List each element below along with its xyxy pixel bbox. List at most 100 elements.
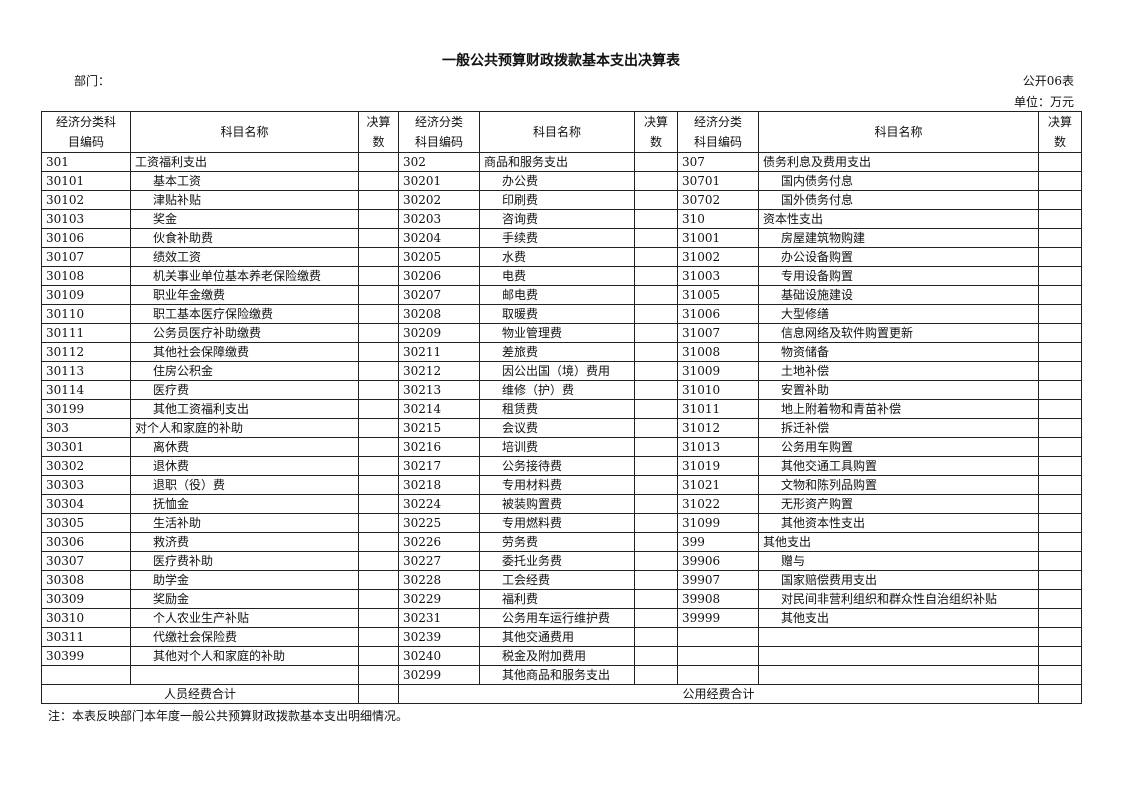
item-name: 退职（役）费 <box>130 475 359 495</box>
item-name: 其他工资福利支出 <box>130 399 359 419</box>
item-name: 会议费 <box>479 418 635 438</box>
item-code: 301 <box>41 152 131 172</box>
item-name: 公务员医疗补助缴费 <box>130 323 359 343</box>
item-amount <box>358 285 399 305</box>
item-amount <box>634 399 678 419</box>
item-name: 公务用车运行维护费 <box>479 608 635 628</box>
item-code: 31008 <box>677 342 759 362</box>
department-label: 部门： <box>74 74 111 88</box>
item-amount <box>634 228 678 248</box>
item-code: 39908 <box>677 589 759 609</box>
item-amount <box>634 608 678 628</box>
item-amount <box>358 551 399 571</box>
header-code: 经济分类科目编码 <box>41 111 131 153</box>
item-name: 商品和服务支出 <box>479 152 635 172</box>
item-amount <box>1038 304 1082 324</box>
item-code: 30102 <box>41 190 131 210</box>
item-name: 代缴社会保险费 <box>130 627 359 647</box>
item-amount <box>1038 475 1082 495</box>
item-name: 对民间非营利组织和群众性自治组织补贴 <box>758 589 1039 609</box>
table-row: 30308 助学金 30228 工会经费 39907 国家赔偿费用支出 <box>41 570 1082 590</box>
item-amount <box>634 627 678 647</box>
item-amount <box>634 513 678 533</box>
item-amount <box>1038 380 1082 400</box>
item-amount <box>634 266 678 286</box>
item-amount <box>358 627 399 647</box>
item-name: 其他支出 <box>758 608 1039 628</box>
table-row: 30103 奖金 30203 咨询费 310 资本性支出 <box>41 209 1082 229</box>
item-amount <box>634 247 678 267</box>
item-name: 救济费 <box>130 532 359 552</box>
item-amount <box>1038 646 1082 666</box>
table-row: 30106 伙食补助费 30204 手续费 31001 房屋建筑物购建 <box>41 228 1082 248</box>
item-amount <box>1038 551 1082 571</box>
item-amount <box>1038 418 1082 438</box>
item-code: 30310 <box>41 608 131 628</box>
item-code: 302 <box>398 152 480 172</box>
item-code: 30226 <box>398 532 480 552</box>
unit-label: 单位：万元 <box>1013 95 1074 109</box>
item-amount <box>634 342 678 362</box>
item-name: 医疗费 <box>130 380 359 400</box>
item-amount <box>634 323 678 343</box>
item-amount <box>358 513 399 533</box>
item-name: 维修（护）费 <box>479 380 635 400</box>
item-amount <box>358 152 399 172</box>
page-title: 一般公共预算财政拨款基本支出决算表 <box>442 53 680 69</box>
item-name: 委托业务费 <box>479 551 635 571</box>
item-name: 印刷费 <box>479 190 635 210</box>
item-name: 地上附着物和青苗补偿 <box>758 399 1039 419</box>
item-amount <box>358 475 399 495</box>
item-code: 39999 <box>677 608 759 628</box>
item-code: 30107 <box>41 247 131 267</box>
expenditure-table: 经济分类科 目编码 科目名称 决算数 经济分类 科目编码 科目名称 决算数 经济分类… <box>41 111 1082 704</box>
item-name: 专用设备购置 <box>758 266 1039 286</box>
table-number: 公开06表 <box>1022 74 1074 88</box>
item-name: 无形资产购置 <box>758 494 1039 514</box>
header-amount: 决算数 <box>1038 111 1082 153</box>
item-name: 福利费 <box>479 589 635 609</box>
table-row: 30113 住房公积金 30212 因公出国（境）费用 31009 土地补偿 <box>41 361 1082 381</box>
item-code: 39907 <box>677 570 759 590</box>
item-name: 办公费 <box>479 171 635 191</box>
item-code: 31001 <box>677 228 759 248</box>
item-amount <box>358 380 399 400</box>
item-name: 医疗费补助 <box>130 551 359 571</box>
item-code: 30305 <box>41 513 131 533</box>
item-amount <box>358 437 399 457</box>
item-amount <box>634 304 678 324</box>
item-name: 培训费 <box>479 437 635 457</box>
header-name: 科目名称 <box>479 111 635 153</box>
item-amount <box>1038 285 1082 305</box>
item-code: 30112 <box>41 342 131 362</box>
item-amount <box>1038 494 1082 514</box>
item-name: 邮电费 <box>479 285 635 305</box>
item-code: 30108 <box>41 266 131 286</box>
table-row: 30199 其他工资福利支出 30214 租赁费 31011 地上附着物和青苗补偿 <box>41 399 1082 419</box>
item-name: 专用燃料费 <box>479 513 635 533</box>
item-code: 30110 <box>41 304 131 324</box>
item-code: 31021 <box>677 475 759 495</box>
public-total-value <box>1038 684 1082 704</box>
header-code: 经济分类科目编码 <box>398 111 480 153</box>
item-amount <box>358 323 399 343</box>
item-name: 债务利息及费用支出 <box>758 152 1039 172</box>
item-code: 30211 <box>398 342 480 362</box>
item-amount <box>634 152 678 172</box>
item-name: 物资储备 <box>758 342 1039 362</box>
item-name: 伙食补助费 <box>130 228 359 248</box>
item-name: 水费 <box>479 247 635 267</box>
table-row: 30301 离休费 30216 培训费 31013 公务用车购置 <box>41 437 1082 457</box>
personnel-total-value <box>358 684 399 704</box>
item-name: 津贴补贴 <box>130 190 359 210</box>
item-code: 30306 <box>41 532 131 552</box>
item-amount <box>634 456 678 476</box>
item-code: 30111 <box>41 323 131 343</box>
item-amount <box>634 380 678 400</box>
item-amount <box>1038 323 1082 343</box>
item-code: 31022 <box>677 494 759 514</box>
item-code: 30239 <box>398 627 480 647</box>
item-amount <box>634 475 678 495</box>
item-code: 30213 <box>398 380 480 400</box>
item-amount <box>634 646 678 666</box>
